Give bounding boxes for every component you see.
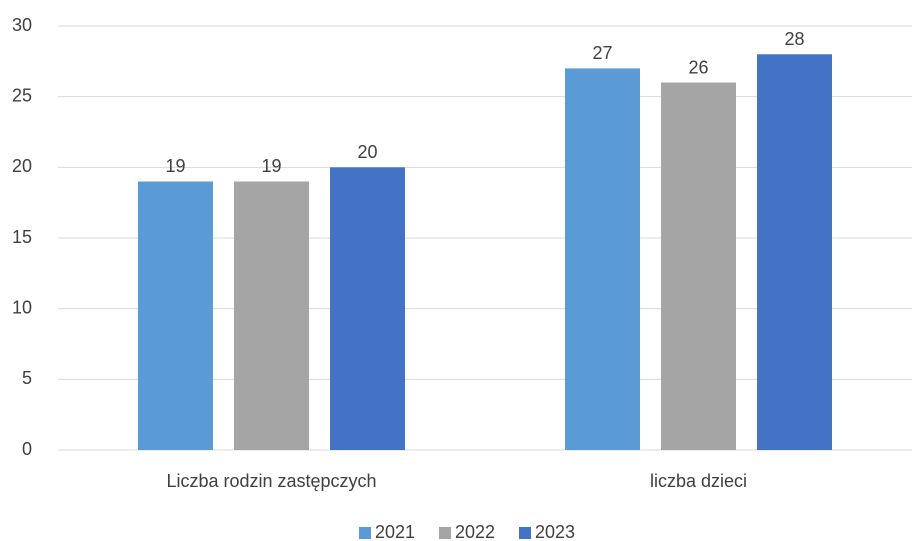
bar [138,181,213,450]
legend-swatch [519,527,531,539]
x-tick-label: liczba dzieci [650,471,747,491]
x-tick-label: Liczba rodzin zastępczych [166,471,376,491]
bar [661,82,736,451]
legend-label: 2022 [455,522,495,541]
legend-label: 2023 [535,522,575,541]
legend-swatch [359,527,371,539]
bar [330,167,405,451]
bar [565,68,640,451]
y-tick-label: 30 [12,15,32,35]
legend-swatch [439,527,451,539]
legend-label: 2021 [375,522,415,541]
y-tick-label: 20 [12,156,32,176]
y-tick-label: 0 [22,439,32,459]
y-tick-label: 10 [12,297,32,317]
y-tick-label: 25 [12,85,32,105]
bar [234,181,309,450]
y-tick-label: 15 [12,227,32,247]
data-label: 20 [357,142,377,162]
data-label: 19 [165,156,185,176]
data-label: 26 [688,57,708,77]
data-label: 27 [592,43,612,63]
bar [757,54,832,451]
data-label: 28 [784,29,804,49]
data-label: 19 [261,156,281,176]
y-tick-label: 5 [22,368,32,388]
